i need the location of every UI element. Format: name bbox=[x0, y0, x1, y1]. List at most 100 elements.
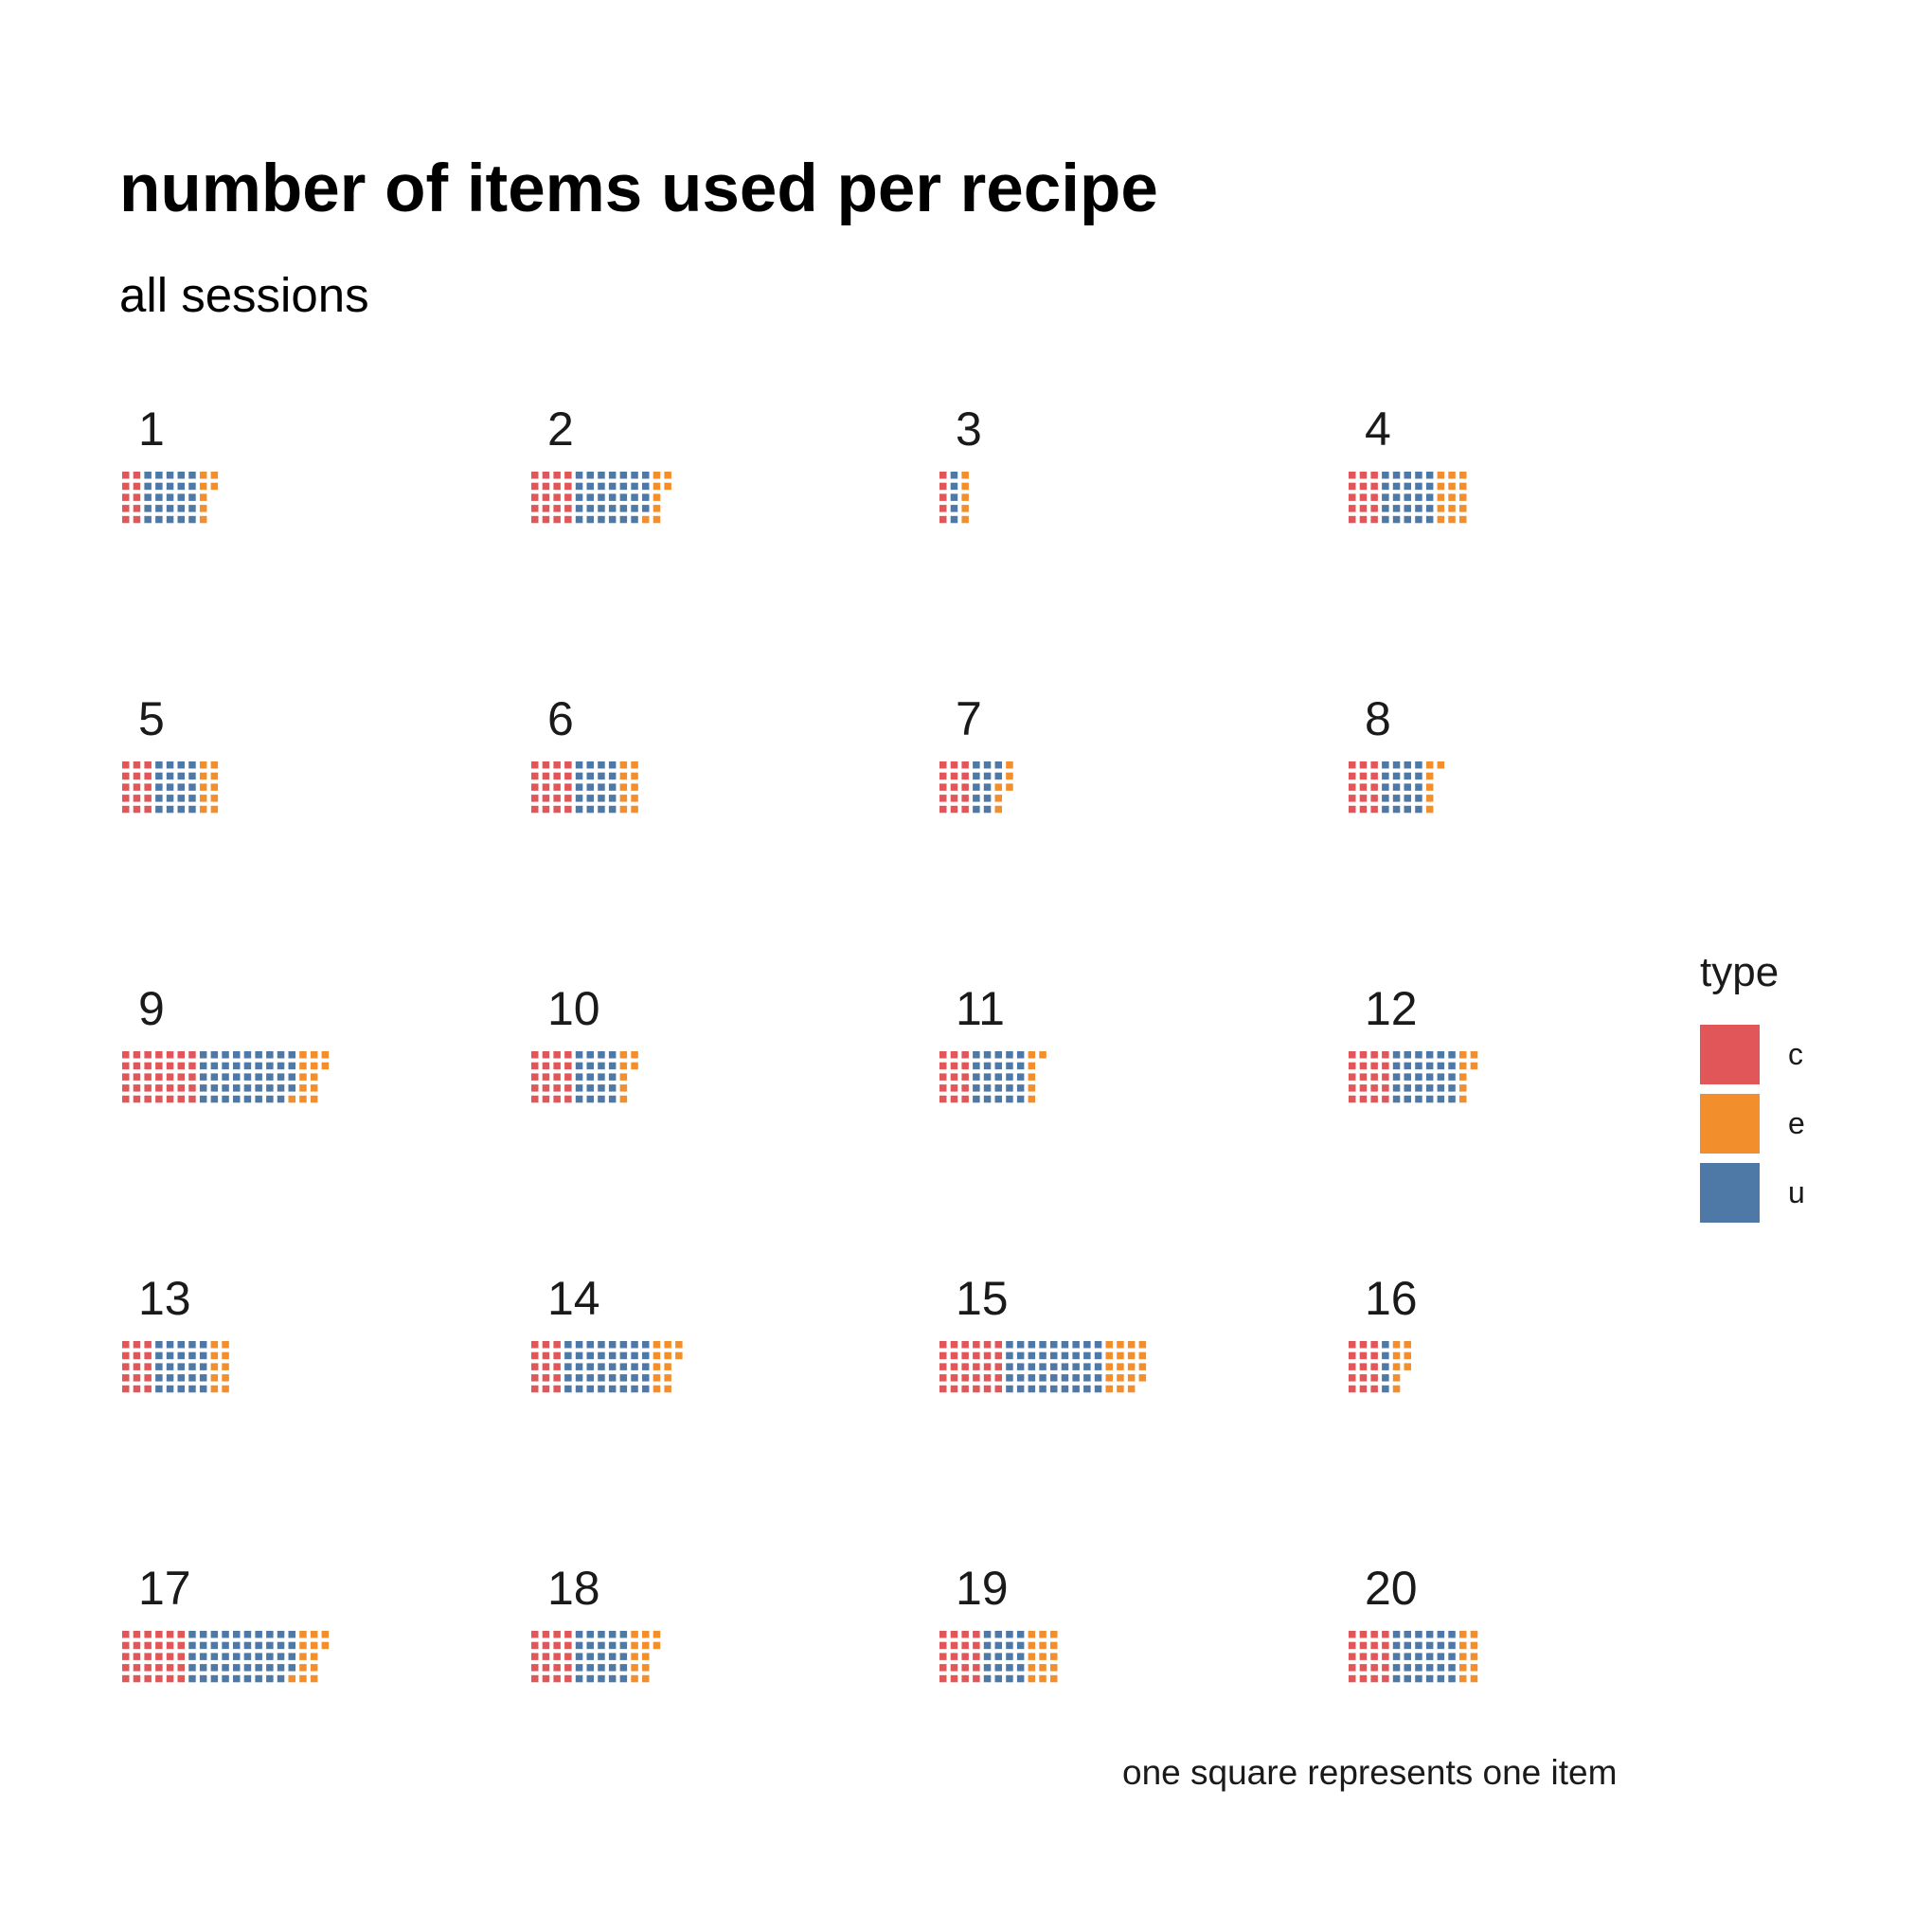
waffle-square-e bbox=[1470, 1062, 1478, 1070]
waffle-square-c bbox=[155, 1073, 163, 1081]
waffle-square-c bbox=[188, 1051, 196, 1059]
waffle-square-u bbox=[155, 761, 163, 769]
waffle-recipe-17 bbox=[122, 1631, 330, 1683]
waffle-square-c bbox=[531, 761, 539, 769]
waffle-square-u bbox=[177, 493, 185, 501]
waffle-square-e bbox=[1050, 1641, 1058, 1650]
waffle-square-u bbox=[1437, 1653, 1445, 1660]
waffle-square-u bbox=[1415, 795, 1422, 802]
waffle-square-c bbox=[553, 1631, 561, 1638]
panel-label: 6 bbox=[547, 692, 574, 745]
waffle-square-c bbox=[166, 1095, 174, 1103]
waffle-square-c bbox=[553, 493, 561, 501]
waffle-square-c bbox=[553, 1385, 561, 1393]
waffle-square-u bbox=[586, 1073, 594, 1081]
waffle-square-c bbox=[994, 1341, 1002, 1349]
waffle-square-u bbox=[994, 1084, 1002, 1092]
waffle-square-e bbox=[664, 1374, 671, 1382]
waffle-square-u bbox=[575, 1062, 583, 1070]
waffle-square-u bbox=[199, 1073, 207, 1081]
waffle-square-u bbox=[222, 1095, 229, 1103]
waffle-square-c bbox=[553, 482, 561, 491]
waffle-square-c bbox=[542, 1051, 550, 1059]
waffle-square-c bbox=[1382, 1664, 1389, 1672]
waffle-square-c bbox=[1349, 772, 1356, 780]
waffle-square-u bbox=[277, 1631, 285, 1638]
waffle-square-c bbox=[531, 783, 539, 791]
waffle-square-u bbox=[1006, 1674, 1013, 1683]
panel-label: 20 bbox=[1365, 1562, 1418, 1615]
waffle-square-u bbox=[177, 505, 185, 512]
waffle-square-u bbox=[1415, 1631, 1422, 1638]
waffle-square-u bbox=[586, 772, 594, 780]
waffle-square-c bbox=[542, 505, 550, 512]
waffle-square-c bbox=[542, 493, 550, 501]
waffle-square-c bbox=[1349, 482, 1356, 491]
waffle-square-c bbox=[531, 1051, 539, 1059]
waffle-square-u bbox=[973, 783, 980, 791]
waffle-square-c bbox=[1359, 783, 1368, 791]
waffle-square-u bbox=[564, 1374, 572, 1382]
waffle-square-u bbox=[575, 761, 583, 769]
waffle-square-u bbox=[1404, 515, 1411, 524]
waffle-square-u bbox=[166, 772, 174, 780]
waffle-square-e bbox=[1459, 1653, 1467, 1660]
waffle-square-u bbox=[598, 1073, 605, 1081]
waffle-square-c bbox=[1359, 1351, 1368, 1360]
waffle-recipe-18 bbox=[531, 1631, 661, 1683]
waffle-square-c bbox=[1359, 472, 1368, 479]
waffle-square-u bbox=[144, 515, 152, 524]
waffle-square-u bbox=[1392, 482, 1401, 491]
waffle-square-u bbox=[1437, 1062, 1445, 1070]
waffle-square-u bbox=[233, 1653, 241, 1660]
waffle-square-c bbox=[531, 515, 539, 524]
waffle-square-c bbox=[1370, 1385, 1378, 1393]
waffle-square-c bbox=[1382, 1084, 1389, 1092]
waffle-square-u bbox=[1404, 472, 1411, 479]
waffle-square-e bbox=[310, 1095, 318, 1103]
waffle-square-u bbox=[586, 505, 594, 512]
waffle-square-e bbox=[642, 1631, 650, 1638]
waffle-square-e bbox=[222, 1351, 229, 1360]
waffle-square-c bbox=[122, 1664, 130, 1672]
waffle-square-e bbox=[1437, 493, 1445, 501]
waffle-square-u bbox=[255, 1664, 262, 1672]
waffle-square-u bbox=[1437, 1095, 1445, 1103]
waffle-square-u bbox=[598, 1051, 605, 1059]
waffle-square-u bbox=[608, 761, 617, 769]
waffle-square-u bbox=[222, 1073, 229, 1081]
waffle-square-u bbox=[233, 1674, 241, 1683]
waffle-square-c bbox=[553, 805, 561, 814]
waffle-square-u bbox=[1404, 1073, 1411, 1081]
waffle-square-u bbox=[1425, 482, 1434, 491]
waffle-square-u bbox=[210, 1073, 219, 1081]
waffle-square-u bbox=[177, 1341, 185, 1349]
waffle-square-u bbox=[1392, 761, 1401, 769]
waffle-square-c bbox=[1382, 1641, 1389, 1650]
waffle-square-c bbox=[542, 795, 550, 802]
waffle-square-c bbox=[961, 1095, 969, 1103]
waffle-square-u bbox=[575, 795, 583, 802]
waffle-square-u bbox=[1382, 1374, 1389, 1382]
waffle-square-u bbox=[598, 1351, 605, 1360]
panel-label: 2 bbox=[547, 402, 574, 456]
waffle-square-u bbox=[1415, 805, 1422, 814]
waffle-square-u bbox=[233, 1631, 241, 1638]
waffle-square-c bbox=[1370, 515, 1378, 524]
waffle-square-c bbox=[144, 783, 152, 791]
waffle-square-u bbox=[619, 482, 628, 491]
waffle-square-u bbox=[1392, 1062, 1401, 1070]
waffle-square-e bbox=[1404, 1341, 1411, 1349]
waffle-square-e bbox=[288, 1095, 295, 1103]
waffle-square-u bbox=[1404, 795, 1411, 802]
waffle-square-u bbox=[973, 1051, 980, 1059]
waffle-square-u bbox=[1415, 493, 1422, 501]
waffle-square-u bbox=[642, 493, 650, 501]
waffle-square-c bbox=[542, 1664, 550, 1672]
waffle-square-u bbox=[1039, 1351, 1046, 1360]
waffle-square-e bbox=[210, 772, 219, 780]
waffle-square-c bbox=[155, 1051, 163, 1059]
waffle-square-c bbox=[564, 1062, 572, 1070]
waffle-square-u bbox=[973, 1095, 980, 1103]
waffle-square-u bbox=[642, 1374, 650, 1382]
